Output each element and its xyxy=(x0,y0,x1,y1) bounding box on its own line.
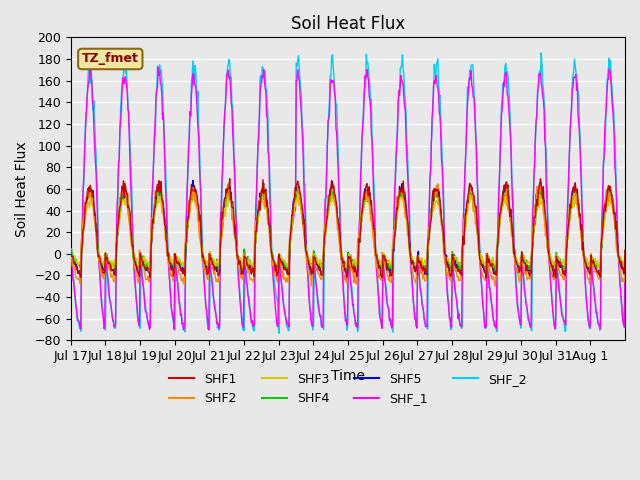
Text: TZ_fmet: TZ_fmet xyxy=(82,52,139,65)
X-axis label: Time: Time xyxy=(331,369,365,383)
Legend: SHF1, SHF2, SHF3, SHF4, SHF5, SHF_1, SHF_2: SHF1, SHF2, SHF3, SHF4, SHF5, SHF_1, SHF… xyxy=(164,368,531,410)
Y-axis label: Soil Heat Flux: Soil Heat Flux xyxy=(15,141,29,237)
Title: Soil Heat Flux: Soil Heat Flux xyxy=(291,15,405,33)
